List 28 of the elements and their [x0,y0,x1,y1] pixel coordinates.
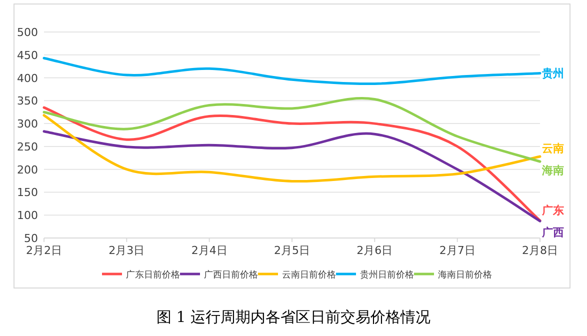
text: 云南 [542,142,564,156]
legend-label: 广东日前价格 [126,270,180,280]
x-tick-label: 2月8日 [522,244,558,257]
y-tick-label: 400 [17,72,38,85]
y-tick-label: 200 [17,163,38,176]
y-tick-label: 300 [17,118,38,131]
x-tick-label: 2月6日 [356,244,393,257]
x-tick-label: 2月7日 [439,244,476,257]
x-tick-label: 2月2日 [26,244,62,257]
x-tick-label: 2月3日 [108,244,145,257]
text: 广东 [541,204,564,217]
legend-label: 广西日前价格 [204,270,258,280]
y-tick-label: 100 [17,209,38,222]
text: 广西 [541,226,564,239]
legend-label: 贵州日前价格 [360,270,414,280]
x-tick-label: 2月5日 [274,244,310,257]
text: 图 1 运行周期内各省区日前交易价格情况 [156,308,431,326]
y-tick-label: 50 [24,232,38,245]
y-tick-label: 250 [17,140,38,154]
text: 海南 [541,164,564,178]
x-tick-label: 2月4日 [191,244,228,257]
y-tick-label: 350 [17,94,38,108]
text: 贵州 [541,67,564,80]
y-tick-label: 500 [17,26,38,39]
y-tick-label: 450 [17,48,38,62]
legend-label: 海南日前价格 [438,270,492,280]
y-tick-label: 150 [17,186,38,200]
legend-label: 云南日前价格 [282,270,336,280]
